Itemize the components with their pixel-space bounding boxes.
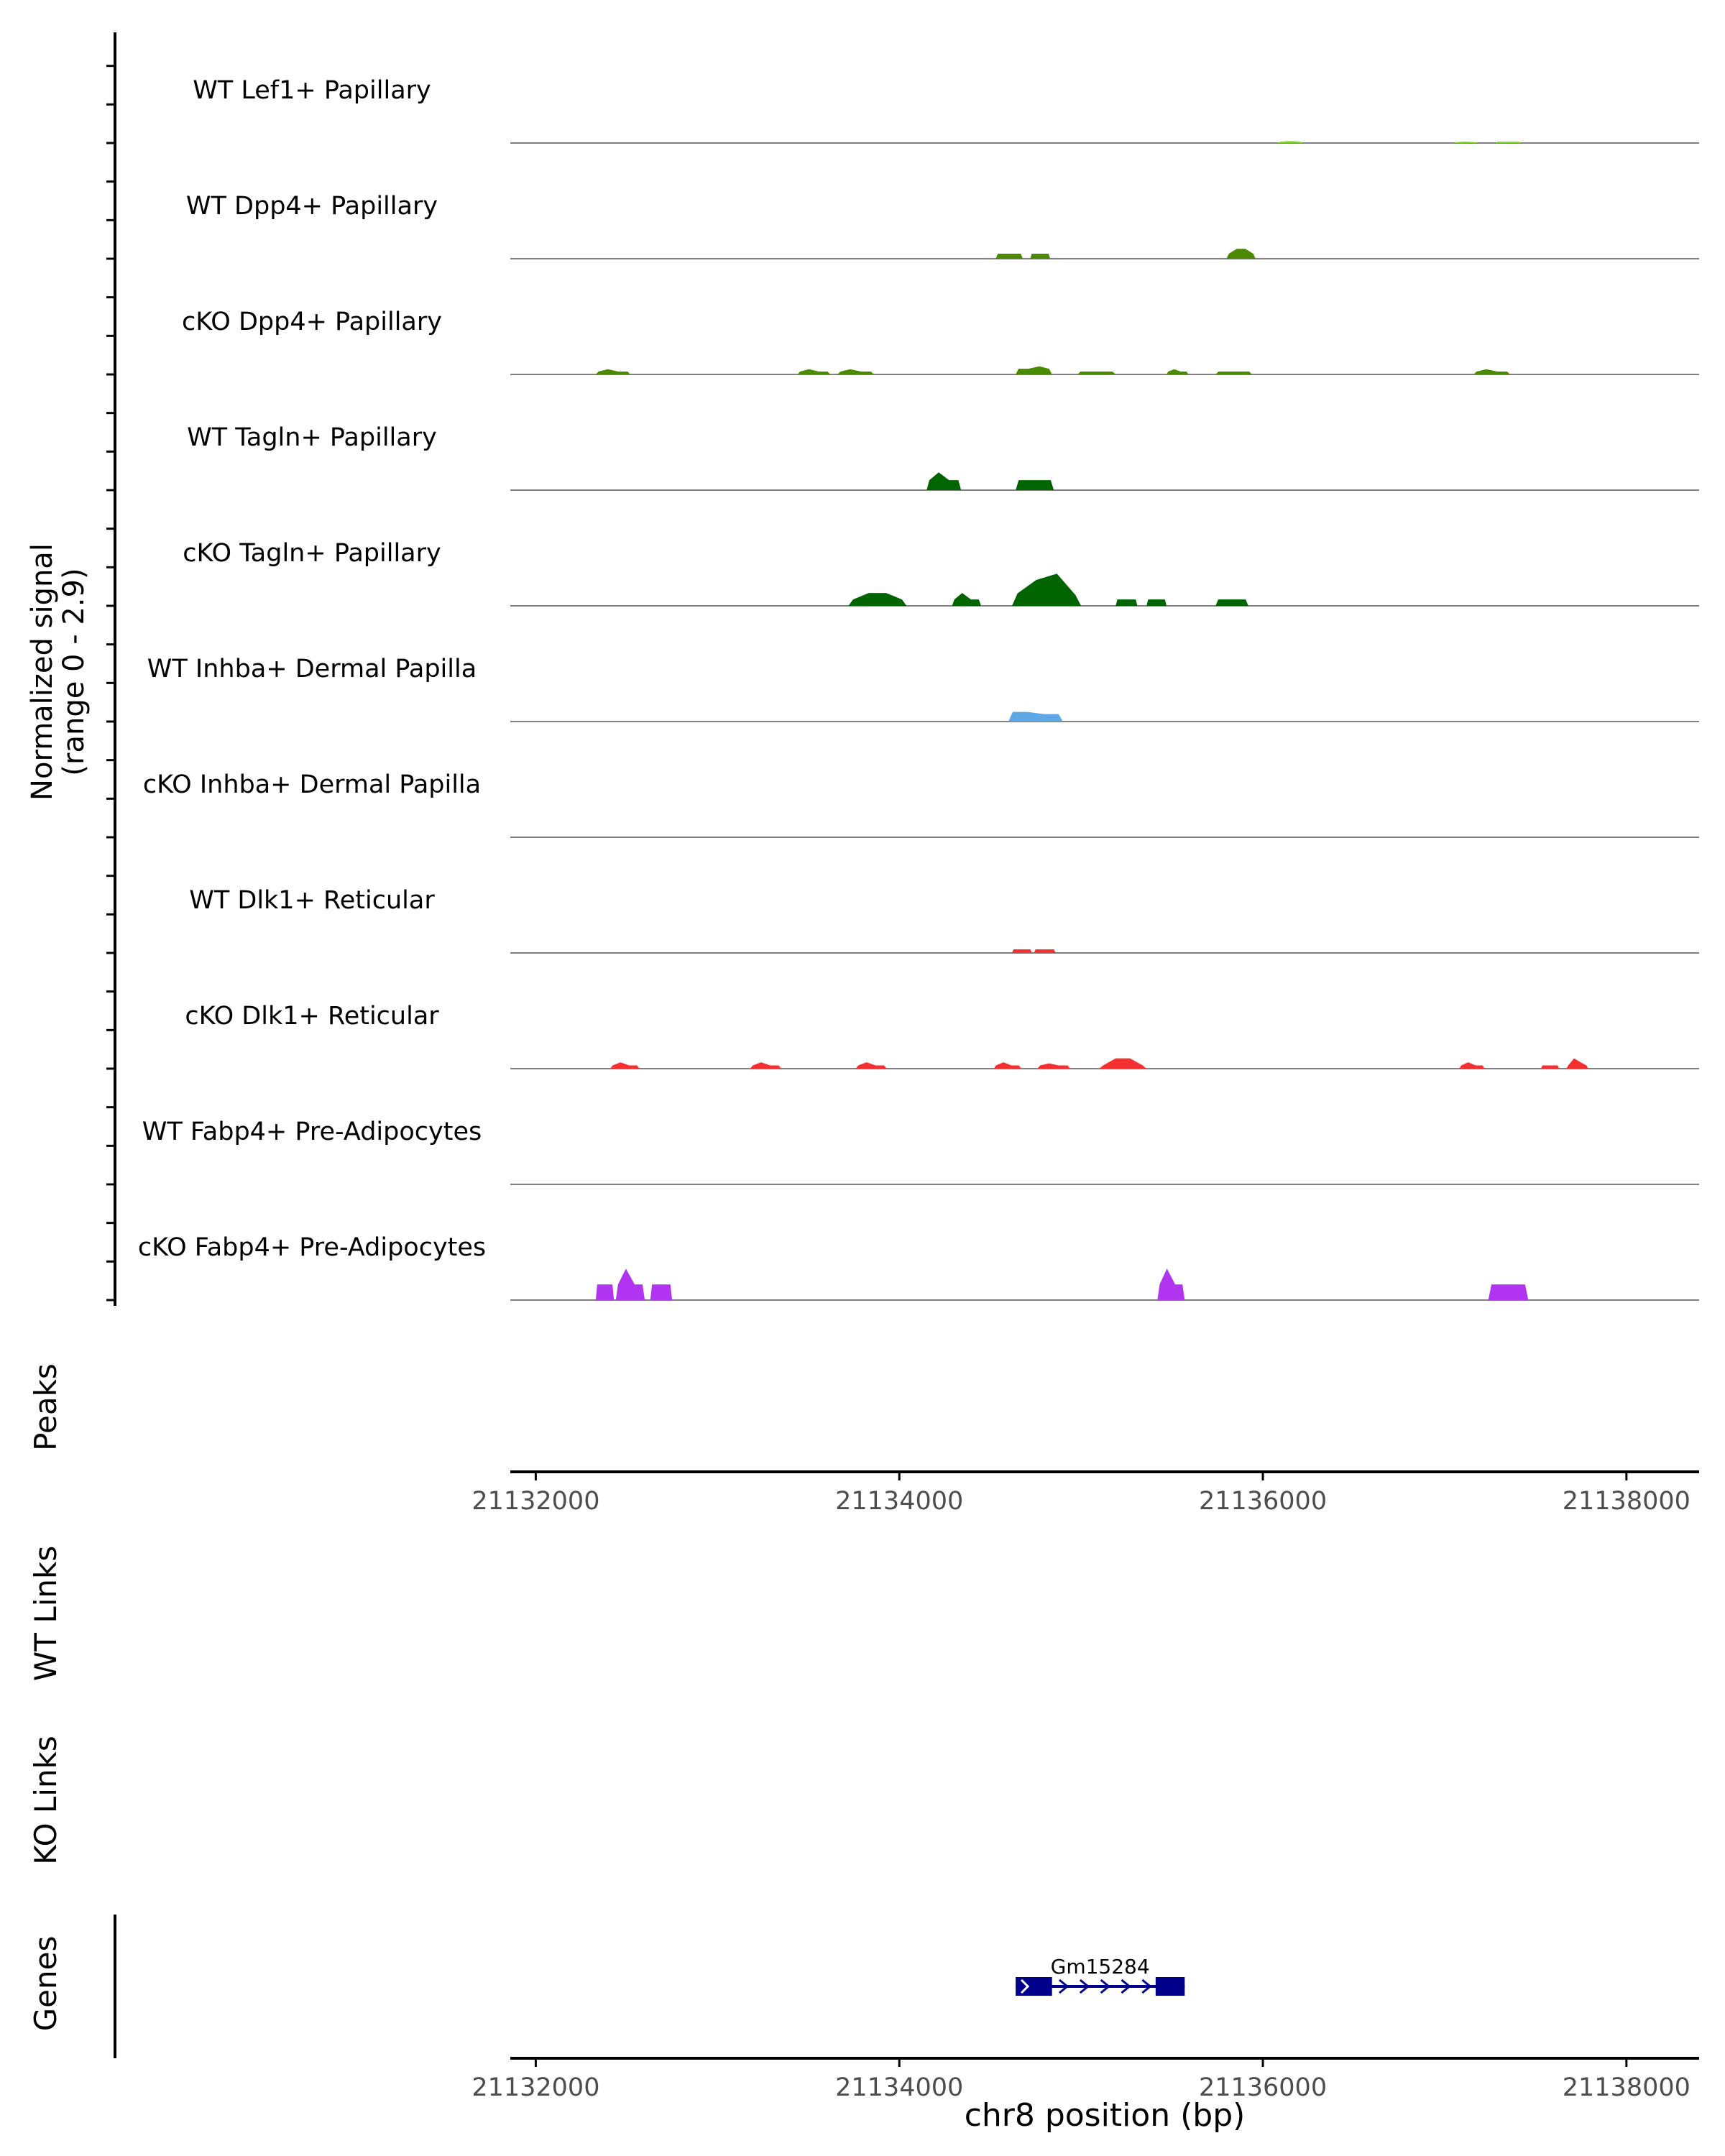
track-10: WT Fabp4+ Pre-Adipocytes [142,1118,1699,1185]
signal-peak [848,593,907,606]
signal-peak [1215,372,1252,374]
track-7: cKO Inhba+ Dermal Papilla [143,770,1699,838]
strand-arrow [1079,1978,1090,1994]
position-axis-top: 21132000 21134000 21136000 21138000 [472,1470,1699,1516]
wt-links-panel-label: WT Links [28,1546,63,1681]
signal-peak [615,1268,645,1300]
signal-peak [750,1062,781,1069]
track-5: cKO Tagln+ Papillary [183,539,1699,607]
track-label: cKO Fabp4+ Pre-Adipocytes [138,1233,486,1262]
strand-arrow [1100,1978,1110,1994]
signal-peak [1541,1065,1560,1069]
track-label: WT Inhba+ Dermal Papilla [147,655,477,683]
track-label: cKO Inhba+ Dermal Papilla [143,770,481,799]
track-2: WT Dpp4+ Papillary [186,192,1699,259]
coverage-tracks: WT Lef1+ Papillary WT Dpp4+ Papillary cKO … [138,76,1699,1301]
signal-peak [797,369,831,374]
gene-name-label: Gm15284 [1051,1955,1150,1978]
track-8: WT Dlk1+ Reticular [189,886,1699,954]
track-6: WT Inhba+ Dermal Papilla [147,655,1699,722]
track-label: WT Dlk1+ Reticular [189,886,435,915]
signal-peak [1453,142,1478,143]
signal-axis-label-line1: Normalized signal [26,543,59,801]
axis-tick-label: 21136000 [1199,1487,1327,1516]
signal-peak [995,254,1024,259]
position-axis-bottom: 21132000 21134000 21136000 21138000 [472,2057,1699,2102]
signal-peak [993,1062,1021,1069]
genes-panel-label: Genes [28,1936,63,2032]
track-label: WT Tagln+ Papillary [187,423,437,452]
track-4: WT Tagln+ Papillary [187,423,1699,491]
signal-peak [1566,1058,1588,1069]
signal-peak [926,472,962,490]
signal-peak [1008,711,1063,722]
signal-peak [952,593,981,606]
track-label: WT Dpp4+ Papillary [186,192,438,221]
track-3: cKO Dpp4+ Papillary [182,308,1699,375]
track-label: WT Fabp4+ Pre-Adipocytes [142,1118,482,1146]
gene-exon [1016,1977,1052,1996]
signal-peak [1012,573,1082,606]
track-1: WT Lef1+ Papillary [193,76,1699,144]
signal-peak [1146,599,1167,606]
signal-peak [1077,372,1116,374]
signal-peak [650,1284,673,1300]
axis-tick-label: 21136000 [1199,2073,1327,2102]
gene-annotation-track: Gm15284 [1016,1955,1185,1996]
gene-exon [1155,1977,1185,1996]
peaks-panel-label: Peaks [28,1363,63,1451]
signal-peak [595,1284,615,1300]
track-11: cKO Fabp4+ Pre-Adipocytes [138,1233,1699,1301]
ko-links-panel-label: KO Links [28,1736,63,1865]
signal-peak [1116,599,1138,606]
signal-peak [1012,949,1032,953]
signal-peak [1016,480,1054,490]
strand-arrow [1141,1978,1152,1994]
signal-peak [1215,599,1248,606]
axis-tick-label: 21138000 [1563,2073,1690,2102]
signal-peak [1495,142,1522,143]
signal-peak [1473,369,1510,374]
track-label: cKO Dlk1+ Reticular [185,1002,439,1031]
strand-arrow [1021,1978,1030,1994]
signal-peak [595,369,630,374]
signal-peak [1016,366,1052,374]
signal-peak [1459,1062,1485,1069]
axis-tick-label: 21134000 [835,2073,963,2102]
strand-arrow [1121,1978,1131,1994]
track-label: cKO Tagln+ Papillary [183,539,441,568]
signal-peak [1226,249,1256,259]
gene-Gm15284: Gm15284 [1016,1955,1185,1996]
axis-tick-label: 21132000 [472,2073,599,2102]
signal-peak [1167,369,1189,374]
signal-peak [1099,1058,1147,1069]
signal-peak [1488,1284,1529,1300]
signal-peak [1157,1268,1185,1300]
signal-peak [855,1062,887,1069]
track-9: cKO Dlk1+ Reticular [185,1002,1699,1069]
signal-axis-label-line2: (range 0 - 2.9) [58,568,91,775]
signal-peak [1037,1063,1070,1069]
track-label: cKO Dpp4+ Papillary [182,308,442,336]
axis-tick-label: 21132000 [472,1487,599,1516]
axis-tick-label: 21138000 [1563,1487,1690,1516]
signal-y-axis [106,32,116,1306]
signal-peak [610,1062,640,1069]
signal-peak [1034,949,1056,953]
strand-arrow [1059,1978,1070,1994]
signal-peak [1277,141,1303,143]
signal-peak [837,369,874,374]
axis-tick-label: 21134000 [835,1487,963,1516]
track-label: WT Lef1+ Papillary [193,76,431,105]
x-axis-label: chr8 position (bp) [965,2097,1246,2134]
signal-peak [1030,254,1051,259]
